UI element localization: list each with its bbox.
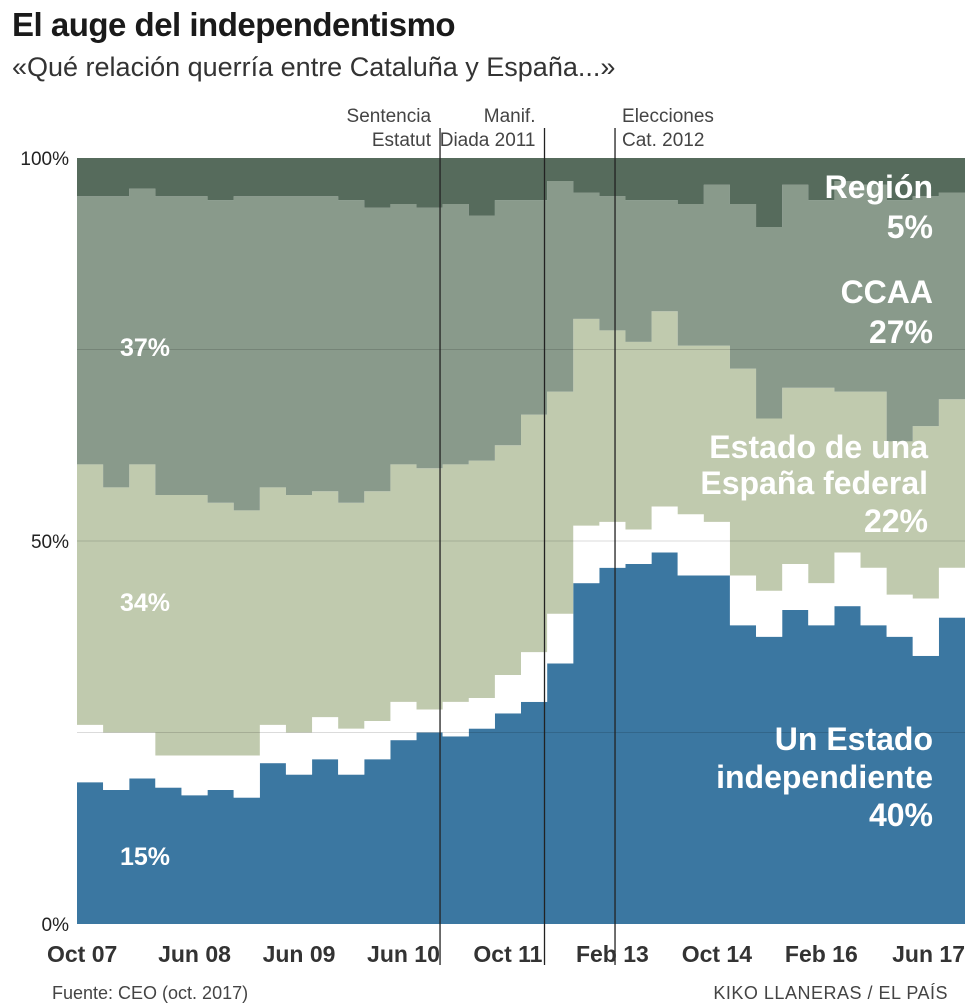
label-federal-line1: Estado de una	[709, 429, 928, 465]
event-label: Diada 2011	[440, 130, 536, 151]
start-pct-ccaa: 37%	[120, 334, 170, 362]
chart-title: El auge del independentismo	[12, 6, 456, 43]
x-tick-label: Oct 07	[47, 941, 117, 967]
x-tick-label: Jun 10	[367, 941, 440, 967]
label-indep-pct: 40%	[869, 797, 933, 833]
start-pct-federal: 34%	[120, 589, 170, 617]
label-region-name: Región	[825, 169, 933, 205]
x-tick-label: Feb 13	[576, 941, 649, 967]
label-region-pct: 5%	[887, 209, 933, 245]
label-federal-line2: España federal	[700, 465, 928, 501]
label-federal-pct: 22%	[864, 503, 928, 539]
event-label: Cat. 2012	[622, 130, 704, 151]
start-pct-indep: 15%	[120, 843, 170, 871]
x-tick-label: Oct 14	[682, 941, 753, 967]
area-ccaa	[77, 180, 965, 511]
area-layers	[77, 158, 965, 924]
y-tick-label: 100%	[20, 149, 69, 170]
x-tick-label: Oct 11	[473, 941, 542, 967]
event-markers: Sentencia Estatut Manif. Diada 2011 Eleccion…	[347, 106, 714, 965]
y-tick-label: 0%	[42, 915, 70, 936]
x-tick-label: Jun 08	[158, 941, 231, 967]
author-credit: KIKO LLANERAS / EL PAÍS	[713, 983, 948, 1003]
source-note: Fuente: CEO (oct. 2017)	[52, 983, 249, 1003]
x-tick-label: Feb 16	[785, 941, 858, 967]
event-label: Elecciones	[622, 106, 714, 127]
area-region	[77, 158, 965, 227]
x-tick-label: Jun 09	[263, 941, 336, 967]
event-label: Estatut	[372, 130, 432, 151]
label-ccaa-pct: 27%	[869, 314, 933, 350]
x-axis: Oct 07 Jun 08 Jun 09 Jun 10 Oct 11 Feb 13 Oct …	[47, 941, 965, 967]
chart-subtitle: «Qué relación querría entre Cataluña y E…	[12, 52, 616, 82]
label-ccaa-name: CCAA	[841, 274, 933, 310]
y-axis: 0% 50% 100%	[20, 149, 69, 936]
series-labels: Región 5% CCAA 27% Estado de una España …	[120, 169, 933, 871]
area-independiente	[77, 552, 965, 924]
label-indep-line2: independiente	[716, 759, 933, 795]
event-label: Sentencia	[347, 106, 432, 127]
event-label: Manif.	[484, 106, 536, 127]
stacked-area-chart: Sentencia Estatut Manif. Diada 2011 Eleccion…	[20, 106, 965, 967]
label-indep-line1: Un Estado	[775, 721, 933, 757]
x-tick-label: Jun 17	[892, 941, 965, 967]
gridlines	[77, 349, 965, 733]
y-tick-label: 50%	[31, 532, 69, 553]
area-federal	[77, 311, 965, 756]
